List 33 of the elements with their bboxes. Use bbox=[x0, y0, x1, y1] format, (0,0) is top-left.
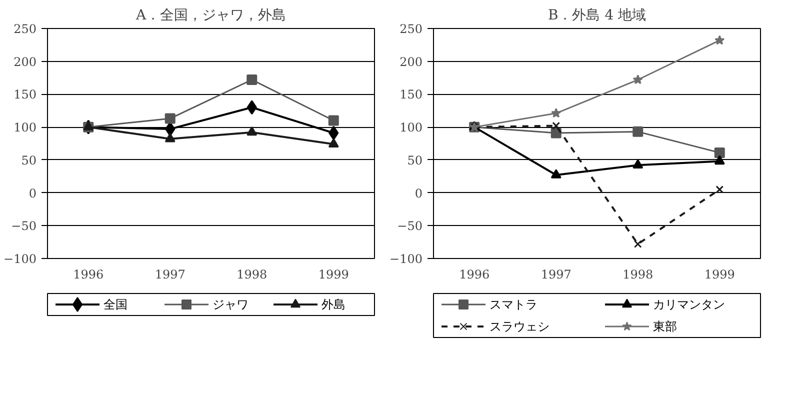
legend-label: カリマンタン bbox=[653, 298, 725, 312]
x-tick-label: 1998 bbox=[622, 268, 654, 282]
legend-label: スマトラ bbox=[490, 298, 538, 312]
y-tick-label: 0 bbox=[414, 186, 423, 200]
y-tick-label: 150 bbox=[14, 88, 36, 102]
x-tick-label: 1996 bbox=[73, 268, 104, 282]
y-tick-label: 50 bbox=[21, 153, 37, 168]
y-tick-label: 150 bbox=[400, 88, 422, 102]
legend-label: 全国 bbox=[104, 298, 128, 312]
y-tick-label: 200 bbox=[14, 54, 36, 69]
x-tick-label: 1996 bbox=[459, 268, 490, 282]
legend-label: ジャワ bbox=[212, 298, 248, 312]
y-tick-label: 50 bbox=[407, 153, 423, 168]
x-tick-label: 1997 bbox=[154, 268, 186, 282]
y-tick-label: 0 bbox=[28, 186, 37, 200]
x-tick-label: 1999 bbox=[318, 268, 349, 282]
x-tick-label: 1999 bbox=[704, 268, 735, 282]
y-tick-label: −100 bbox=[390, 252, 423, 266]
legend-label: スラウェシ bbox=[490, 320, 550, 334]
chart-title: A．全国，ジャワ，外島 bbox=[134, 8, 286, 24]
x-tick-label: 1998 bbox=[236, 268, 268, 282]
chart-title: B．外島 4 地域 bbox=[548, 8, 646, 24]
legend-label: 外島 bbox=[322, 298, 346, 312]
y-tick-label: 250 bbox=[14, 22, 36, 36]
y-tick-label: 100 bbox=[400, 120, 422, 135]
y-tick-label: −100 bbox=[4, 252, 37, 266]
y-tick-label: 250 bbox=[400, 22, 422, 36]
y-tick-label: 100 bbox=[14, 120, 36, 135]
y-tick-label: −50 bbox=[397, 219, 423, 234]
legend-label: 東部 bbox=[653, 320, 677, 334]
y-tick-label: 200 bbox=[400, 54, 422, 69]
x-tick-label: 1997 bbox=[540, 268, 572, 282]
y-tick-label: −50 bbox=[11, 219, 37, 234]
